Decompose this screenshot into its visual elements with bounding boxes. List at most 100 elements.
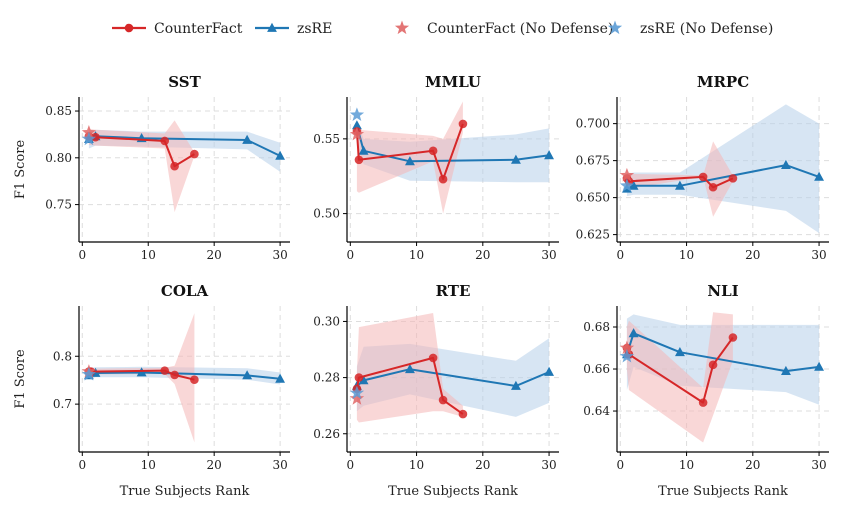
x-tick-label: 10 xyxy=(409,458,424,472)
legend: CounterFact zsRE CounterFact (No Defense) z… xyxy=(112,20,773,37)
x-tick-label: 20 xyxy=(207,248,222,262)
x-tick-label: 0 xyxy=(346,458,354,472)
zsre-point xyxy=(511,380,521,390)
counterfact-confidence-band xyxy=(88,313,195,443)
y-tick-label: 0.700 xyxy=(576,117,610,131)
zsre-no-defense-star xyxy=(619,178,635,192)
x-tick-label: 0 xyxy=(78,458,86,472)
panel-nli: 0 10 20 30 0.64 0.66 0.68 NLI True Subjects Rank xyxy=(583,282,829,499)
x-tick-label: 30 xyxy=(811,458,826,472)
zsre-point xyxy=(405,156,415,166)
counterfact-no-defense-star xyxy=(619,167,635,182)
legend-label: zsRE (No Defense) xyxy=(640,21,773,37)
legend-item-1: CounterFact xyxy=(112,21,243,37)
x-tick-label: 10 xyxy=(409,248,424,262)
panel-title: RTE xyxy=(436,282,471,300)
legend-label: zsRE xyxy=(297,21,332,37)
y-tick-label: 0.650 xyxy=(576,191,610,205)
panel-title: MMLU xyxy=(425,73,481,91)
counterfact-point xyxy=(438,395,448,405)
zsre-point xyxy=(814,361,824,371)
counterfact-point xyxy=(354,155,364,165)
zsre-no-defense-star xyxy=(349,107,365,121)
zsre-no-defense-star xyxy=(349,385,365,400)
zsre-point xyxy=(675,347,685,357)
panel-mrpc: 0 10 20 30 0.625 0.650 0.675 0.700 MRPC xyxy=(576,73,829,262)
zsre-point xyxy=(781,159,791,169)
panel-title: NLI xyxy=(707,282,738,300)
zsre-point xyxy=(544,150,554,160)
counterfact-point xyxy=(428,146,438,156)
counterfact-point xyxy=(708,182,718,192)
counterfact-point xyxy=(708,360,718,370)
y-tick-label: 0.50 xyxy=(313,207,340,221)
x-tick-label: 0 xyxy=(616,248,624,262)
legend-item-3: CounterFact (No Defense) xyxy=(394,20,613,37)
counterfact-point xyxy=(428,353,438,363)
x-tick-label: 10 xyxy=(679,458,694,472)
zsre-point xyxy=(352,120,362,130)
y-tick-label: 0.75 xyxy=(45,198,72,212)
y-tick-label: 0.64 xyxy=(583,404,610,418)
counterfact-point xyxy=(160,136,170,146)
x-tick-label: 20 xyxy=(475,248,490,262)
y-tick-label: 0.8 xyxy=(53,349,72,363)
zsre-point xyxy=(275,150,285,160)
legend-marker xyxy=(267,22,277,32)
x-tick-label: 20 xyxy=(745,458,760,472)
y-axis-label: F1 Score xyxy=(13,349,28,409)
x-tick-label: 30 xyxy=(541,458,556,472)
counterfact-point xyxy=(170,161,179,171)
x-tick-label: 20 xyxy=(207,458,222,472)
counterfact-point xyxy=(728,333,738,342)
zsre-point xyxy=(358,145,369,155)
counterfact-point xyxy=(170,370,179,380)
x-tick-label: 30 xyxy=(272,458,287,472)
y-tick-label: 0.80 xyxy=(45,151,72,165)
counterfact-point xyxy=(190,375,199,385)
panel-title: MRPC xyxy=(697,73,749,91)
zsre-point xyxy=(675,180,685,190)
x-tick-label: 30 xyxy=(811,248,826,262)
legend-marker xyxy=(124,23,134,33)
counterfact-point xyxy=(438,174,448,184)
x-tick-label: 20 xyxy=(745,248,760,262)
x-tick-label: 30 xyxy=(272,248,287,262)
y-tick-label: 0.30 xyxy=(313,314,340,328)
counterfact-point xyxy=(728,174,738,183)
zsre-point xyxy=(358,375,369,385)
y-tick-label: 0.7 xyxy=(53,397,72,411)
counterfact-point xyxy=(458,409,468,419)
counterfact-confidence-band xyxy=(626,312,733,443)
x-axis-label: True Subjects Rank xyxy=(388,484,518,499)
zsre-point xyxy=(242,370,253,380)
counterfact-no-defense-star xyxy=(349,126,365,141)
x-axis-label: True Subjects Rank xyxy=(658,484,788,499)
zsre-no-defense-star xyxy=(81,367,96,381)
panel-title: COLA xyxy=(161,282,209,300)
counterfact-point xyxy=(354,373,364,382)
x-tick-label: 10 xyxy=(141,458,156,472)
y-axis-label: F1 Score xyxy=(13,140,28,200)
x-tick-label: 10 xyxy=(679,248,694,262)
x-tick-label: 10 xyxy=(141,248,156,262)
x-tick-label: 30 xyxy=(541,248,556,262)
y-tick-label: 0.66 xyxy=(583,362,610,376)
zsre-point xyxy=(242,134,253,144)
panel-title: SST xyxy=(168,73,201,91)
x-tick-label: 0 xyxy=(616,458,624,472)
zsre-point xyxy=(781,365,791,375)
y-tick-label: 0.26 xyxy=(313,427,340,441)
zsre-point xyxy=(275,373,285,383)
x-axis-label: True Subjects Rank xyxy=(120,484,250,499)
zsre-point xyxy=(511,154,521,164)
x-tick-label: 20 xyxy=(475,458,490,472)
legend-label: CounterFact xyxy=(154,21,243,37)
zsre-point xyxy=(814,171,824,181)
legend-item-4: zsRE (No Defense) xyxy=(607,20,773,37)
panel-cola: 0 10 20 30 0.7 0.8 COLA True Subjects Rank F1 Sc… xyxy=(13,282,290,499)
counterfact-point xyxy=(698,398,708,407)
zsre-point xyxy=(405,364,415,374)
zsre-no-defense-star xyxy=(619,348,635,363)
